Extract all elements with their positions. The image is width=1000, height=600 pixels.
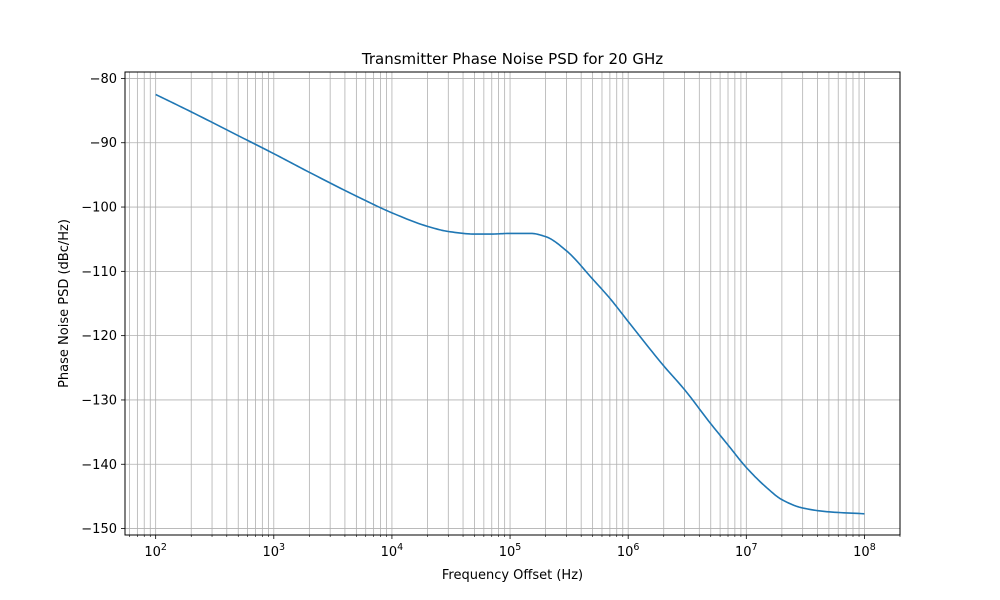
y-axis-title: Phase Noise PSD (dBc/Hz) [57,219,72,388]
y-tick-label: −90 [90,136,117,151]
y-tick-label: −120 [81,329,117,344]
series-line [155,93,865,515]
grid [125,72,901,535]
x-tick-label: 102 [144,542,167,560]
x-tick-label: 108 [853,542,876,560]
y-tick-label: −140 [81,458,117,473]
series-lines [155,93,865,515]
y-tick-label: −150 [81,522,117,537]
plot-area-frame [124,71,901,536]
x-tick-label: 104 [381,542,404,560]
x-tick-label: 107 [735,542,758,560]
x-tick-label: 103 [263,542,286,560]
axis-ticks: 102 103 104 105 106 107 108 −80 −90 −100 −110 −120 −… [81,72,901,560]
y-tick-label: −110 [81,265,117,280]
chart-title: Transmitter Phase Noise PSD for 20 GHz [361,50,663,68]
x-axis-title: Frequency Offset (Hz) [442,568,583,583]
y-tick-label: −100 [81,201,117,216]
x-tick-label: 105 [499,542,522,560]
x-tick-label: 106 [617,542,640,560]
y-tick-label: −130 [81,393,117,408]
y-tick-label: −80 [90,72,117,87]
